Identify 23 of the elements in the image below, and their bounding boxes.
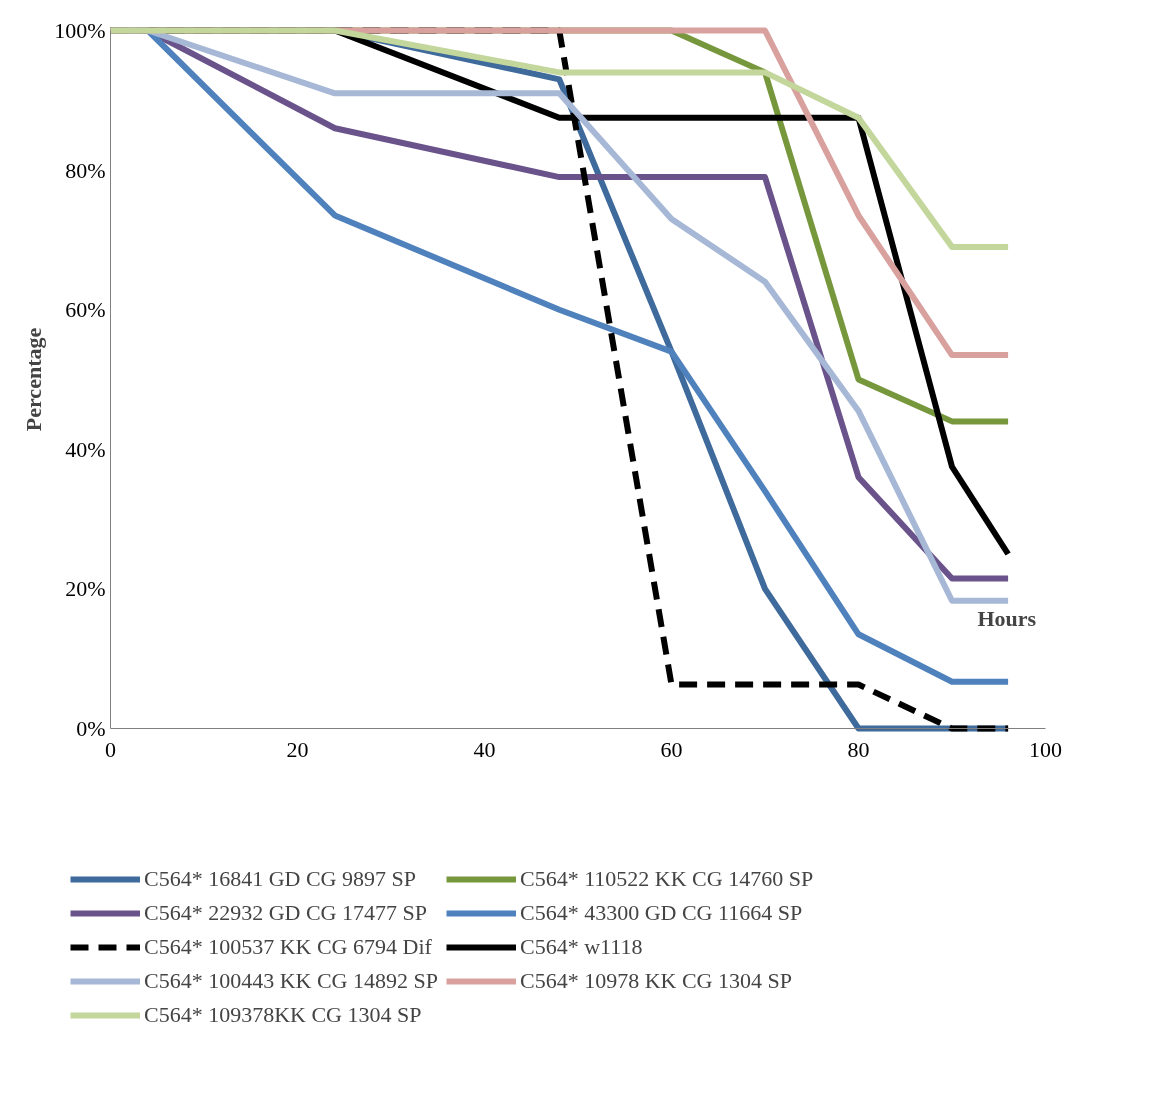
x-tick-label: 80 bbox=[847, 736, 870, 762]
legend-label: C564* 10978 KK CG 1304 SP bbox=[519, 968, 792, 994]
y-tick-label: 40% bbox=[65, 436, 106, 462]
y-tick-label: 60% bbox=[65, 297, 106, 323]
legend-label: C564* 100443 KK CG 14892 SP bbox=[144, 968, 438, 994]
x-tick-label: 20 bbox=[286, 736, 309, 762]
legend-label: C564* 110522 KK CG 14760 SP bbox=[519, 866, 814, 892]
legend-label: C564* 100537 KK CG 6794 Dif bbox=[144, 934, 432, 960]
legend-label: C564* 109378KK CG 1304 SP bbox=[144, 1002, 422, 1028]
y-tick-label: 20% bbox=[65, 576, 106, 602]
legend-label: C564* 16841 GD CG 9897 SP bbox=[144, 866, 416, 892]
y-axis-title: Percentage bbox=[21, 327, 47, 432]
y-tick-label: 80% bbox=[65, 157, 106, 183]
y-tick-label: 100% bbox=[54, 18, 106, 43]
y-tick-label: 0% bbox=[76, 716, 106, 741]
x-tick-label: 0 bbox=[105, 736, 116, 762]
legend-label: C564* 22932 GD CG 17477 SP bbox=[144, 900, 427, 926]
x-tick-label: 40 bbox=[473, 736, 496, 762]
legend-label: C564* 43300 GD CG 11664 SP bbox=[519, 900, 803, 926]
legend-label: C564* w1118 bbox=[519, 934, 643, 960]
x-tick-label: 100 bbox=[1029, 736, 1062, 762]
x-axis-title: Hours bbox=[977, 605, 1037, 631]
x-tick-label: 60 bbox=[660, 736, 683, 762]
